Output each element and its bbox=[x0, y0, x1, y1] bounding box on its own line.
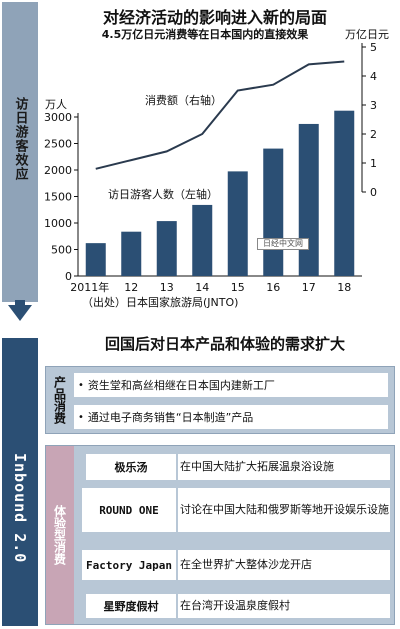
bar bbox=[334, 110, 355, 277]
bar bbox=[156, 221, 177, 276]
left-tick-label: 3000 bbox=[44, 111, 72, 124]
series-line bbox=[95, 60, 345, 170]
company-name: 极乐汤 bbox=[86, 454, 176, 480]
product-consumption-label: 产品消费 bbox=[52, 376, 67, 424]
down-arrow-icon bbox=[8, 305, 32, 321]
left-axis-unit: 万人 bbox=[45, 98, 67, 111]
x-tick-label: 14 bbox=[195, 281, 209, 294]
x-tick-label: 18 bbox=[337, 281, 351, 294]
left-tick-label: 500 bbox=[51, 244, 72, 257]
x-tick-label: 15 bbox=[231, 281, 245, 294]
left-tick-label: 0 bbox=[65, 270, 72, 283]
source-note: （出处）日本国家旅游局(JNTO) bbox=[82, 296, 239, 309]
bar bbox=[298, 123, 319, 277]
company-desc: 在台湾开设温泉度假村 bbox=[178, 594, 390, 618]
left-tick-label: 1000 bbox=[44, 217, 72, 230]
company-desc: 讨论在中国大陆和俄罗斯等地开设娱乐设施 bbox=[178, 488, 390, 532]
side-band-top: 访日游客效应 bbox=[2, 2, 38, 302]
left-tick-label: 2500 bbox=[44, 138, 72, 151]
chart-title: 对经济活动的影响进入新的局面 bbox=[102, 8, 327, 27]
company-desc: 在全世界扩大整体沙龙开店 bbox=[178, 550, 390, 580]
company-name: ROUND ONE bbox=[82, 488, 176, 532]
company-name: 星野度假村 bbox=[86, 594, 176, 618]
right-tick-label: 0 bbox=[370, 186, 377, 199]
bullet-icon: • bbox=[78, 379, 84, 391]
right-tick-label: 2 bbox=[370, 128, 377, 141]
bar bbox=[85, 243, 106, 276]
company-name: Factory Japan bbox=[82, 550, 176, 580]
bullet-icon: • bbox=[78, 411, 84, 423]
x-tick-label: 16 bbox=[266, 281, 280, 294]
logo: 日经中文网 bbox=[257, 238, 309, 250]
bar bbox=[192, 204, 213, 276]
experience-consumption-label: 体验型消费 bbox=[46, 446, 74, 624]
left-tick-label: 1500 bbox=[44, 191, 72, 204]
right-tick-label: 4 bbox=[370, 70, 377, 83]
left-tick-label: 2000 bbox=[44, 164, 72, 177]
x-tick-label: 13 bbox=[160, 281, 174, 294]
bar bbox=[121, 231, 142, 276]
right-tick-label: 1 bbox=[370, 157, 377, 170]
section2-title: 回国后对日本产品和体验的需求扩大 bbox=[104, 335, 345, 353]
experience-consumption-box: 体验型消费 极乐汤 在中国大陆扩大拓展温泉浴设施 ROUND ONE 讨论在中国… bbox=[45, 445, 395, 625]
x-tick-label: 17 bbox=[302, 281, 316, 294]
side-band-bottom-label: Inbound 2.0 bbox=[11, 452, 29, 564]
right-tick-label: 3 bbox=[370, 99, 377, 112]
bar-series-label: 访日游客人数（左轴） bbox=[108, 187, 218, 201]
product-consumption-box: 产品消费 • 资生堂和高丝相继在日本国内建新工厂 • 通过电子商务销售“日本制造… bbox=[45, 366, 395, 434]
side-band-bottom: Inbound 2.0 bbox=[2, 338, 38, 626]
right-axis-unit: 万亿日元 bbox=[345, 28, 389, 41]
bar bbox=[227, 171, 248, 276]
x-tick-label: 2011年 bbox=[70, 280, 109, 294]
line-series-label: 消费额（右轴） bbox=[145, 93, 222, 107]
x-tick-label: 12 bbox=[124, 281, 138, 294]
side-band-top-label: 访日游客效应 bbox=[12, 97, 28, 181]
product-item-text: 通过电子商务销售“日本制造”产品 bbox=[87, 411, 254, 424]
chart-subtitle: 4.5万亿日元消费等在日本国内的直接效果 bbox=[101, 28, 309, 41]
arrow-stem bbox=[15, 300, 25, 308]
list-item: • 资生堂和高丝相继在日本国内建新工厂 bbox=[74, 373, 388, 397]
company-desc: 在中国大陆扩大拓展温泉浴设施 bbox=[178, 454, 390, 480]
product-item-text: 资生堂和高丝相继在日本国内建新工厂 bbox=[87, 379, 275, 392]
right-tick-label: 5 bbox=[370, 41, 377, 54]
list-item: • 通过电子商务销售“日本制造”产品 bbox=[74, 405, 388, 429]
bar bbox=[263, 148, 284, 276]
